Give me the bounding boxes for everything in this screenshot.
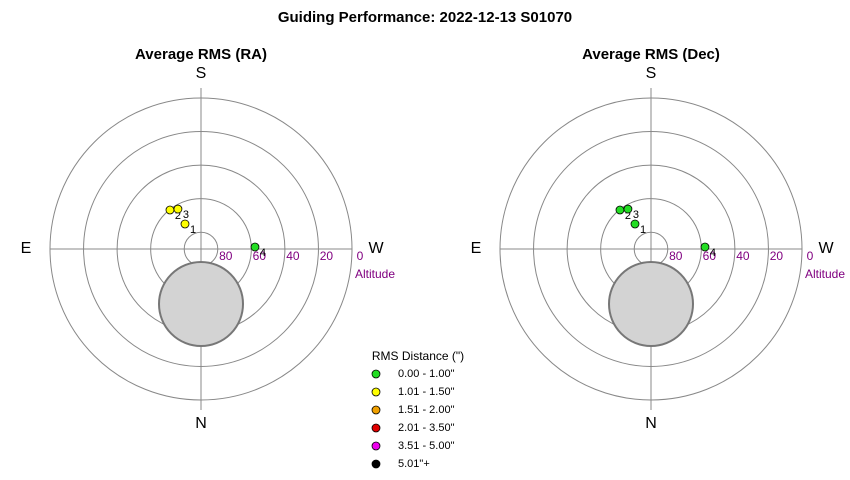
legend-marker <box>371 441 381 451</box>
legend-label: 3.51 - 5.00" <box>398 440 455 452</box>
point-label: 1 <box>190 224 196 236</box>
data-point <box>700 242 710 252</box>
chart-title: Average RMS (RA) <box>135 46 267 63</box>
legend-marker <box>371 387 381 397</box>
altitude-tick-label: 40 <box>736 249 750 263</box>
altitude-tick-label: 60 <box>253 249 267 263</box>
legend-label: 5.01"+ <box>398 458 430 470</box>
point-label: 4 <box>710 247 716 259</box>
direction-label: S <box>646 65 657 82</box>
point-label: 2 <box>175 210 181 222</box>
altitude-tick-label: 80 <box>669 249 683 263</box>
altitude-ring <box>49 97 353 401</box>
altitude-tick-label: 0 <box>807 249 814 263</box>
data-point <box>180 219 190 229</box>
data-point <box>623 204 633 214</box>
point-label: 3 <box>183 209 189 221</box>
direction-label: N <box>195 415 207 432</box>
altitude-tick-label: 0 <box>357 249 364 263</box>
legend-title: RMS Distance (") <box>372 349 464 363</box>
altitude-tick-label: 20 <box>320 249 334 263</box>
altitude-tick-label: 40 <box>286 249 300 263</box>
direction-label: E <box>21 240 32 257</box>
legend-marker <box>371 369 381 379</box>
legend-marker <box>371 423 381 433</box>
legend-label: 1.01 - 1.50" <box>398 386 455 398</box>
direction-label: S <box>196 65 207 82</box>
altitude-axis-label: Altitude <box>805 267 845 281</box>
point-label: 4 <box>260 247 266 259</box>
legend-label: 2.01 - 3.50" <box>398 422 455 434</box>
legend-label: 1.51 - 2.00" <box>398 404 455 416</box>
altitude-tick-label: 80 <box>219 249 233 263</box>
direction-label: W <box>368 240 384 257</box>
altitude-ring <box>83 131 319 367</box>
legend-marker <box>371 459 381 469</box>
horizon-disk <box>158 261 244 347</box>
altitude-tick-label: 20 <box>770 249 784 263</box>
direction-label: E <box>471 240 482 257</box>
figure-title: Guiding Performance: 2022-12-13 S01070 <box>278 9 572 26</box>
direction-label: W <box>818 240 834 257</box>
data-point <box>630 219 640 229</box>
point-label: 3 <box>633 209 639 221</box>
point-label: 1 <box>640 224 646 236</box>
point-label: 2 <box>625 210 631 222</box>
data-point <box>250 242 260 252</box>
data-point <box>165 205 175 215</box>
altitude-ring <box>533 131 769 367</box>
direction-label: N <box>645 415 657 432</box>
data-point <box>615 205 625 215</box>
legend-label: 0.00 - 1.00" <box>398 368 455 380</box>
altitude-tick-label: 60 <box>703 249 717 263</box>
altitude-axis-label: Altitude <box>355 267 395 281</box>
altitude-ring <box>499 97 803 401</box>
chart-title: Average RMS (Dec) <box>582 46 720 63</box>
data-point <box>173 204 183 214</box>
legend-marker <box>371 405 381 415</box>
horizon-disk <box>608 261 694 347</box>
